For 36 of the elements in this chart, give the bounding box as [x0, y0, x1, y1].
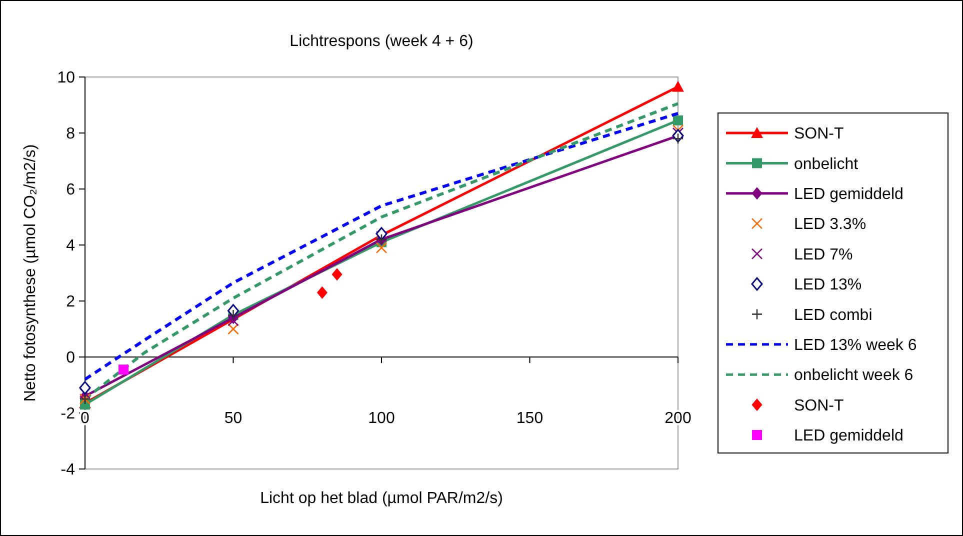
legend-label: LED 13% week 6 [794, 337, 917, 354]
x-tick-label: 100 [368, 410, 395, 427]
y-tick-label: 10 [57, 70, 76, 87]
legend-label: LED combi [794, 306, 872, 324]
point [79, 388, 91, 400]
point [672, 132, 684, 144]
chart-title: Lichtrespons (week 4 + 6) [290, 33, 474, 50]
point [673, 115, 683, 126]
legend-label: LED 7% [794, 246, 853, 264]
legend-label: onbelicht [794, 156, 859, 173]
legend-label: onbelicht week 6 [794, 367, 914, 384]
y-tick-label: -2 [60, 406, 76, 423]
legend-label: LED 13% [794, 276, 862, 294]
y-tick-label: 6 [66, 182, 76, 199]
point [376, 242, 388, 254]
y-tick-label: 4 [66, 238, 76, 255]
point [332, 268, 342, 281]
y-tick-label: 2 [66, 294, 76, 311]
point [316, 286, 328, 299]
y-tick-label: 8 [66, 126, 76, 143]
point [79, 381, 91, 395]
x-tick-label: 150 [516, 410, 544, 427]
y-tick-label: 0 [66, 350, 76, 367]
legend-label: LED 3.3% [794, 216, 866, 234]
point [672, 124, 684, 136]
legend-label: LED gemiddeld [794, 186, 904, 203]
point [118, 364, 129, 375]
legend-label: SON-T [794, 397, 844, 414]
x-tick-label: 200 [664, 410, 692, 427]
point [228, 323, 239, 335]
legend-label: SON-T [794, 126, 844, 143]
x-tick-label: 50 [224, 410, 242, 427]
legend-label: LED gemiddeld [794, 428, 904, 445]
y-tick-label: -4 [60, 462, 76, 479]
y-axis-title: Netto fotosynthese (µmol CO₂/m2/s) [22, 144, 39, 402]
x-axis-title: Licht op het blad (µmol PAR/m2/s) [260, 490, 503, 507]
